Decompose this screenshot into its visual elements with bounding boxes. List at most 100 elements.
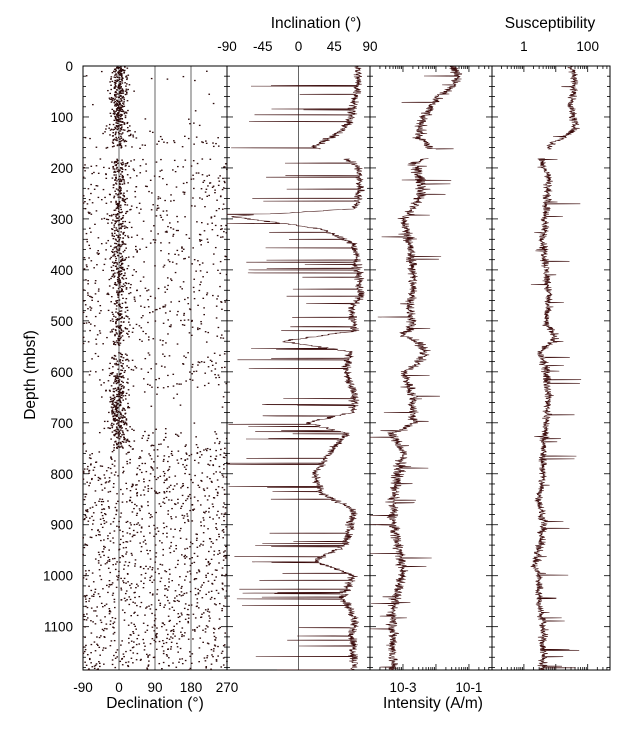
declination-point [147, 299, 149, 301]
declination-point [115, 174, 117, 176]
declination-point [113, 391, 116, 393]
declination-point [114, 133, 117, 136]
declination-point [119, 271, 121, 273]
declination-point [120, 135, 122, 137]
declination-point [188, 332, 191, 334]
declination-point [150, 604, 153, 606]
declination-point [206, 655, 209, 657]
declination-point [156, 492, 159, 495]
declination-point [86, 654, 89, 656]
declination-point [122, 653, 125, 655]
declination-point [159, 602, 162, 605]
declination-point [111, 108, 114, 111]
declination-point [141, 238, 144, 240]
declination-point [91, 477, 93, 480]
declination-point [120, 218, 123, 220]
declination-point [172, 169, 174, 171]
declination-point [187, 638, 190, 640]
declination-point [222, 551, 225, 553]
declination-point [222, 203, 225, 205]
declination-point [157, 477, 159, 479]
declination-point [125, 85, 127, 87]
declination-point [118, 78, 121, 81]
declination-point [83, 618, 86, 621]
declination-point [223, 166, 226, 168]
declination-point [117, 287, 120, 290]
declination-point [186, 486, 189, 489]
declination-point [204, 372, 207, 374]
declination-point [115, 305, 118, 307]
declination-point [211, 654, 213, 656]
declination-point [191, 366, 194, 368]
declination-point [138, 465, 141, 467]
declination-point [156, 527, 159, 529]
declination-point [121, 393, 124, 395]
declination-point [104, 616, 106, 618]
declination-point [113, 226, 116, 228]
declination-point [115, 102, 118, 104]
declination-point [129, 177, 132, 179]
declination-point [172, 397, 175, 399]
declination-point [220, 448, 222, 451]
declination-point [109, 611, 112, 613]
declination-point [119, 93, 121, 95]
declination-point [204, 512, 206, 514]
declination-point [113, 145, 115, 147]
declination-point [117, 335, 120, 337]
declination-point [110, 406, 113, 408]
declination-point [123, 98, 126, 101]
declination-point [115, 177, 117, 180]
declination-point [166, 277, 169, 279]
declination-point [118, 388, 120, 390]
declination-point [100, 523, 102, 525]
declination-point [165, 571, 168, 573]
depth-tick-label: 100 [50, 110, 73, 125]
declination-point [119, 141, 122, 143]
declination-point [114, 397, 116, 399]
declination-point [178, 620, 181, 623]
declination-point [118, 85, 120, 88]
declination-point [123, 317, 126, 319]
declination-point [130, 368, 133, 371]
declination-point [127, 109, 129, 112]
declination-point [148, 354, 151, 356]
declination-point [225, 382, 228, 385]
declination-point [173, 625, 176, 627]
declination-point [124, 413, 127, 415]
declination-point [94, 282, 97, 284]
declination-point [117, 271, 120, 273]
declination-point [122, 232, 125, 234]
declination-point [132, 168, 135, 170]
declination-point [121, 306, 123, 309]
declination-point [116, 107, 119, 109]
declination-point [109, 81, 111, 83]
declination-point [182, 75, 185, 78]
declination-point [89, 227, 91, 229]
declination-point [213, 635, 216, 638]
declination-point [209, 598, 212, 600]
declination-point [194, 578, 196, 580]
declination-point [115, 415, 118, 418]
declination-point [88, 457, 91, 459]
declination-point [132, 256, 135, 258]
declination-point [109, 331, 112, 333]
declination-point [116, 170, 119, 173]
declination-point [139, 468, 141, 471]
declination-point [139, 542, 141, 544]
declination-point [125, 247, 127, 249]
declination-point [155, 636, 158, 638]
declination-point [179, 527, 182, 530]
declination-point [117, 236, 119, 239]
declination-point [157, 599, 160, 601]
declination-point [224, 557, 227, 559]
intensity-axis-title: Intensity (A/m) [383, 695, 483, 712]
declination-point [116, 579, 119, 581]
declination-point [112, 168, 115, 170]
declination-point [185, 575, 187, 578]
declination-point [109, 92, 112, 95]
declination-point [126, 78, 128, 81]
declination-point [125, 661, 127, 664]
declination-point [129, 584, 131, 587]
declination-point [206, 610, 209, 612]
declination-point [123, 192, 125, 194]
